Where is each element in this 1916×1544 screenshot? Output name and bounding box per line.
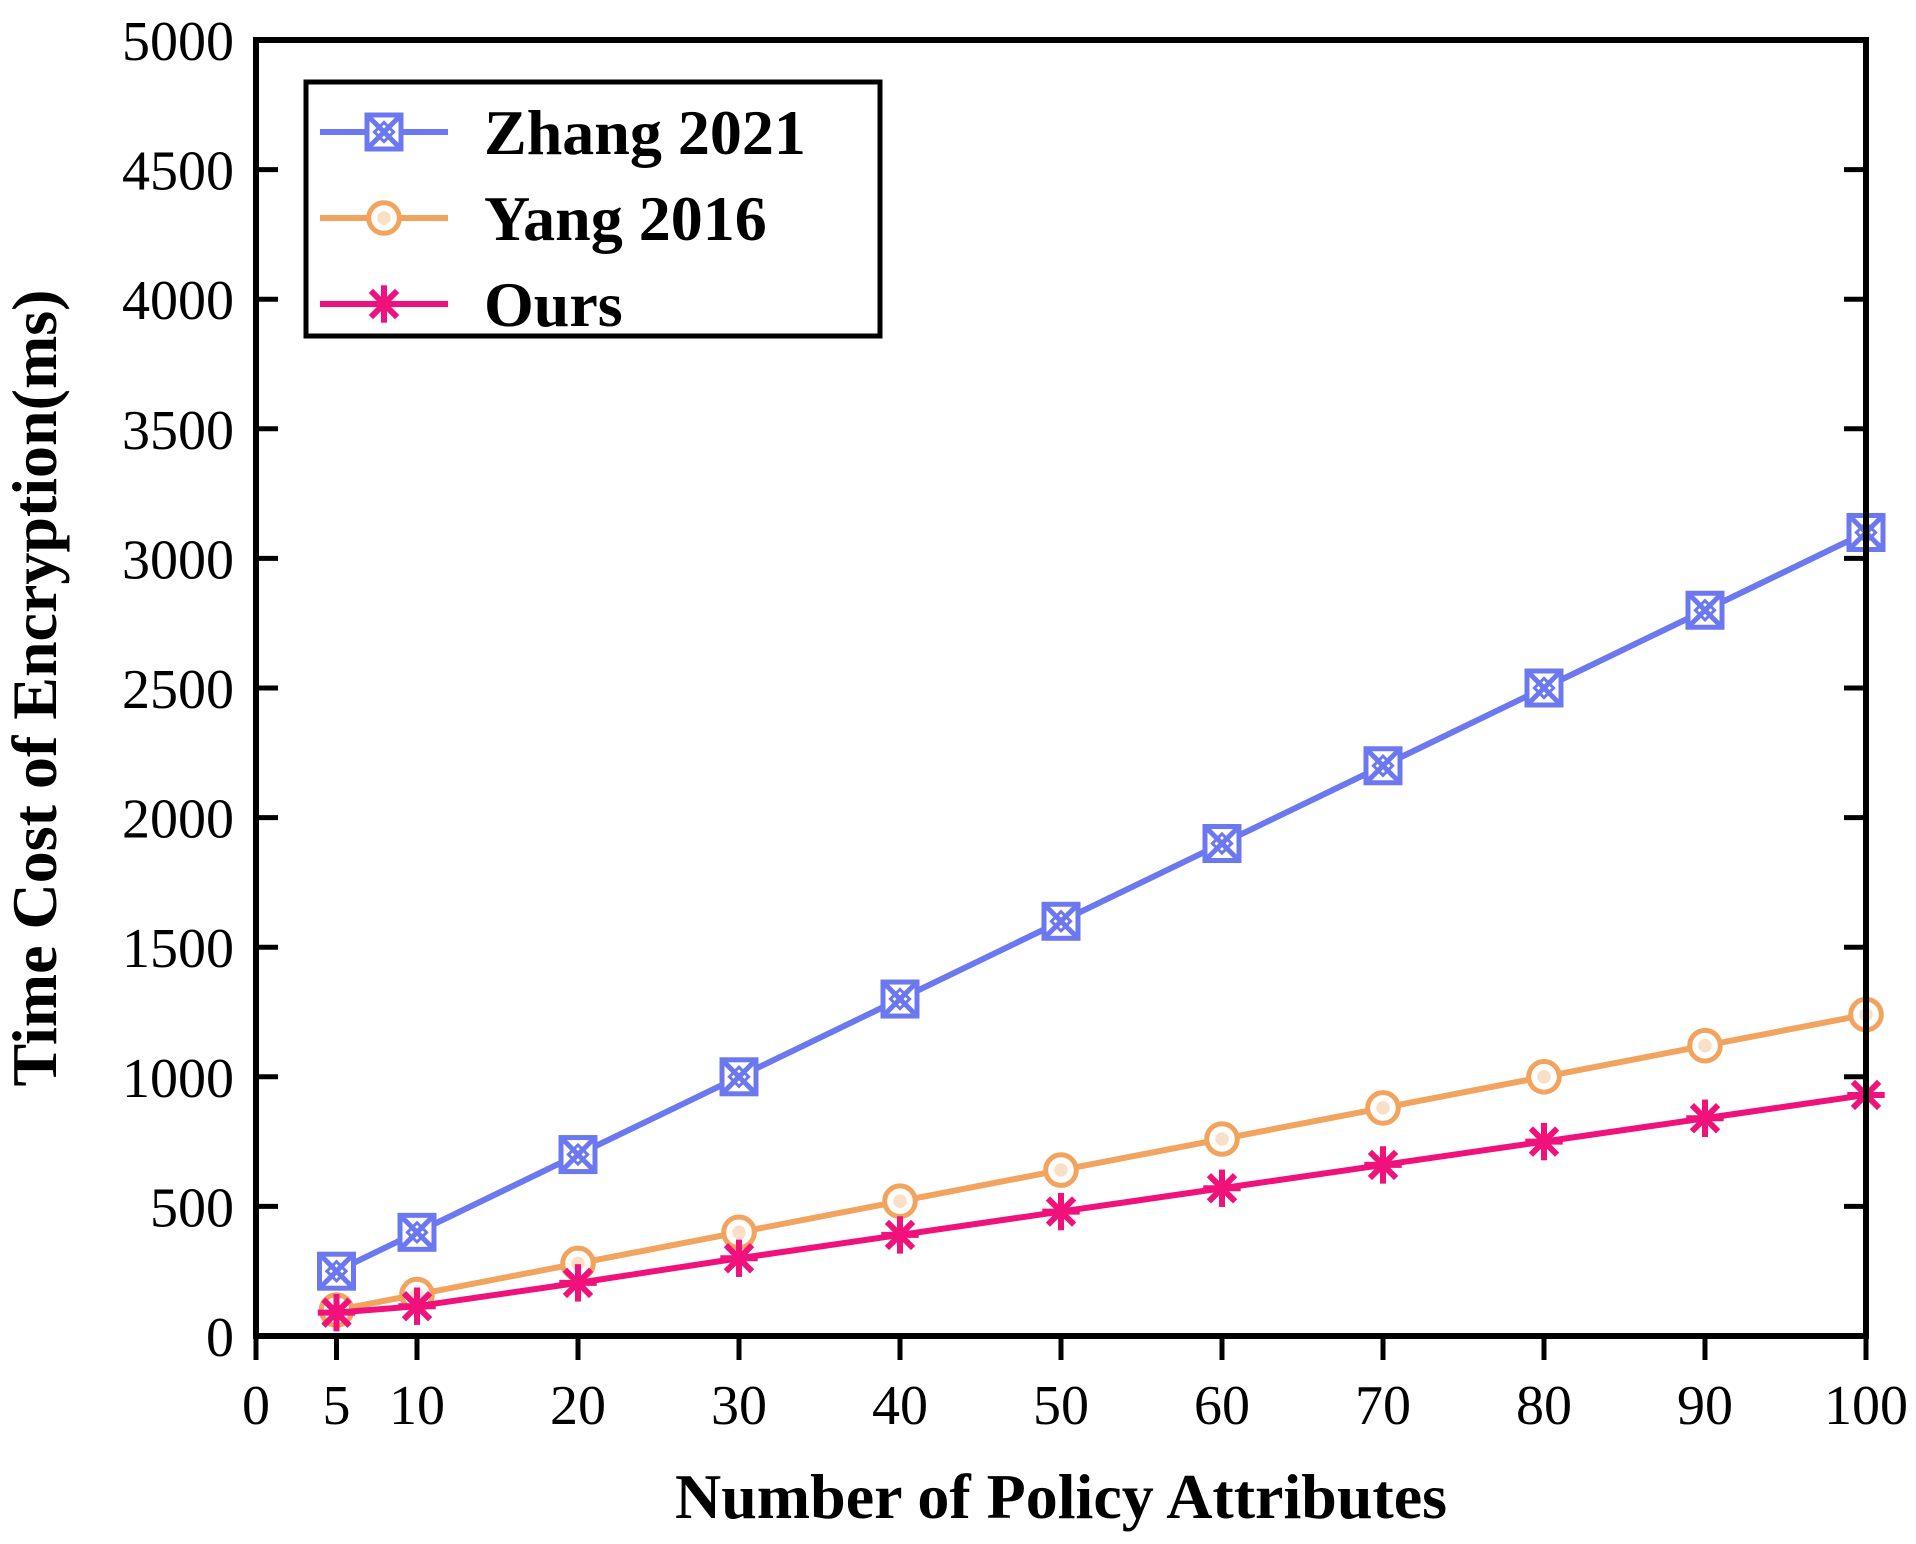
data-point xyxy=(1525,1122,1563,1161)
x-tick-label: 60 xyxy=(1194,1375,1250,1437)
data-point xyxy=(1203,1169,1241,1207)
x-tick-label: 30 xyxy=(711,1375,767,1437)
data-point xyxy=(317,1251,356,1291)
x-tick-label: 50 xyxy=(1033,1375,1089,1437)
x-axis-title: Number of Policy Attributes xyxy=(675,1461,1447,1532)
y-tick-label: 3000 xyxy=(122,529,234,591)
data-point xyxy=(397,1212,437,1252)
legend-item: Ours xyxy=(320,269,623,340)
y-tick-label: 0 xyxy=(206,1307,234,1369)
y-tick-label: 1000 xyxy=(122,1048,234,1110)
x-tick-label: 0 xyxy=(242,1375,270,1437)
data-point xyxy=(317,1293,356,1332)
data-point xyxy=(559,1264,597,1302)
legend: Zhang 2021 Yang 2016 Ours xyxy=(303,79,883,340)
x-tick-label: 90 xyxy=(1677,1375,1733,1437)
legend-marker xyxy=(364,112,404,152)
legend-label: Ours xyxy=(484,269,623,340)
data-point xyxy=(1041,901,1081,941)
x-tick-label: 40 xyxy=(872,1375,928,1437)
data-point xyxy=(1042,1192,1080,1231)
data-point xyxy=(1043,1152,1079,1188)
data-point xyxy=(1202,824,1242,864)
data-point xyxy=(1687,1027,1723,1064)
data-point xyxy=(558,1135,598,1175)
data-point xyxy=(1524,668,1564,708)
ticks-layer: 0 5 10 20 30 40 50 60 70 80 90 10005001000150020002… xyxy=(122,11,1908,1437)
data-point xyxy=(720,1239,758,1277)
data-point xyxy=(882,1183,918,1220)
x-tick-label: 70 xyxy=(1355,1375,1411,1437)
data-point xyxy=(398,1287,436,1325)
legend-item: Yang 2016 xyxy=(320,183,767,254)
y-axis-title: Time Cost of Encryption(ms) xyxy=(0,290,70,1087)
series-layer xyxy=(317,512,1886,1332)
legend-marker xyxy=(366,200,402,236)
y-tick-label: 4000 xyxy=(122,270,234,332)
data-point xyxy=(1204,1121,1240,1157)
series-ours xyxy=(317,1076,1885,1332)
y-tick-label: 4500 xyxy=(122,141,234,203)
y-tick-label: 5000 xyxy=(122,11,234,73)
series-yang-2016 xyxy=(318,996,1884,1328)
data-point xyxy=(1363,746,1403,786)
y-tick-label: 3500 xyxy=(122,400,234,462)
legend-marker xyxy=(365,285,403,323)
x-tick-label: 100 xyxy=(1824,1375,1908,1437)
legend-item: Zhang 2021 xyxy=(320,97,806,168)
data-point xyxy=(1364,1146,1402,1184)
data-point xyxy=(881,1216,919,1254)
data-point xyxy=(1526,1059,1562,1095)
y-tick-label: 2500 xyxy=(122,659,234,721)
data-point xyxy=(1365,1090,1401,1126)
plot-frame xyxy=(253,37,1869,1339)
y-tick-label: 500 xyxy=(150,1177,234,1239)
x-tick-label: 80 xyxy=(1516,1375,1572,1437)
data-point xyxy=(1685,590,1725,630)
legend-label: Zhang 2021 xyxy=(484,97,806,168)
x-tick-label: 20 xyxy=(550,1375,606,1437)
series-zhang-2021 xyxy=(317,512,1886,1291)
data-point xyxy=(719,1057,759,1097)
data-point xyxy=(1686,1099,1724,1137)
legend-label: Yang 2016 xyxy=(484,183,767,254)
data-point xyxy=(880,979,920,1019)
x-tick-label: 5 xyxy=(323,1375,351,1437)
y-tick-label: 1500 xyxy=(122,918,234,980)
y-tick-label: 2000 xyxy=(122,789,234,851)
x-tick-label: 10 xyxy=(389,1375,445,1437)
